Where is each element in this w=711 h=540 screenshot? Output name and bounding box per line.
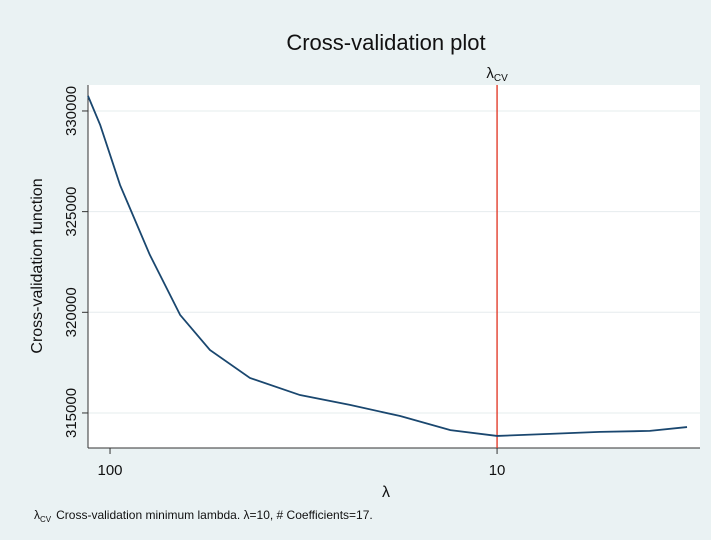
y-tick-label: 325000 — [63, 187, 80, 237]
note-symbol: λ — [34, 508, 40, 522]
y-tick-label: 315000 — [63, 388, 80, 438]
vline-label-symbol: λ — [486, 65, 494, 82]
note-text: Cross-validation minimum lambda. λ=10, #… — [56, 508, 373, 522]
chart-title: Cross-validation plot — [286, 30, 485, 55]
note-sub: CV — [40, 515, 52, 524]
line — [87, 95, 688, 437]
note: λCV Cross-validation minimum lambda. λ=10… — [34, 508, 373, 524]
x-tick-label: 10 — [489, 462, 506, 479]
y-tick-label: 320000 — [63, 287, 80, 337]
vline-label: λCV — [486, 65, 508, 84]
x-axis-label: λ — [382, 484, 390, 501]
plot-area — [88, 85, 700, 448]
y-axis-label: Cross-validation function — [29, 178, 46, 353]
vline-label-sub: CV — [494, 73, 508, 84]
y-tick-label: 330000 — [63, 86, 80, 136]
x-tick-label: 100 — [98, 462, 123, 479]
